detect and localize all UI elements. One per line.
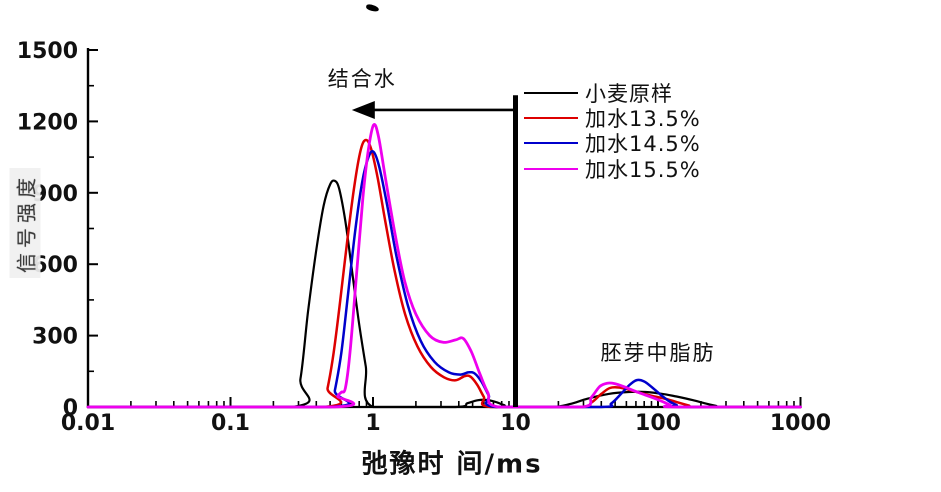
legend-item-2: 加水14.5% bbox=[524, 131, 701, 156]
y-tick-label: 1500 bbox=[17, 39, 78, 64]
legend-label: 加水13.5% bbox=[585, 107, 701, 132]
x-tick-label: 1000 bbox=[770, 411, 831, 436]
legend-item-0: 小麦原样 bbox=[524, 80, 701, 106]
legend-swatch-icon bbox=[524, 91, 578, 94]
legend-label: 加水14.5% bbox=[585, 132, 701, 157]
x-tick-label: 0.01 bbox=[61, 411, 115, 436]
legend: 小麦原样 加水13.5% 加水14.5% 加水15.5% bbox=[524, 80, 701, 182]
series-curve-3 bbox=[86, 123, 802, 409]
x-tick-label: 100 bbox=[635, 411, 681, 436]
annotation-germ-fat: 胚芽中脂肪 bbox=[600, 341, 716, 366]
legend-item-1: 加水13.5% bbox=[524, 105, 701, 132]
annotation-bound-water: 结合水 bbox=[327, 67, 397, 92]
series-curve-2 bbox=[86, 150, 802, 409]
legend-swatch-icon bbox=[524, 167, 578, 170]
series-curve-0 bbox=[86, 179, 802, 409]
legend-item-3: 加水15.5% bbox=[524, 156, 701, 182]
x-tick-label: 10 bbox=[500, 411, 531, 436]
legend-label: 加水15.5% bbox=[585, 157, 701, 182]
x-tick-label: 1 bbox=[365, 411, 380, 436]
y-axis-title: 信号强度 bbox=[9, 168, 41, 278]
legend-label: 小麦原样 bbox=[585, 81, 673, 106]
arrow-head-icon bbox=[351, 100, 375, 119]
x-tick-label: 0.1 bbox=[211, 411, 250, 436]
legend-swatch-icon bbox=[524, 142, 578, 145]
y-tick-label: 1200 bbox=[17, 110, 78, 135]
y-tick-label: 300 bbox=[32, 325, 78, 350]
x-axis-title: 弛豫时 间/ms bbox=[361, 449, 543, 480]
legend-swatch-icon bbox=[524, 117, 578, 120]
y-tick-label: 0 bbox=[63, 396, 78, 421]
